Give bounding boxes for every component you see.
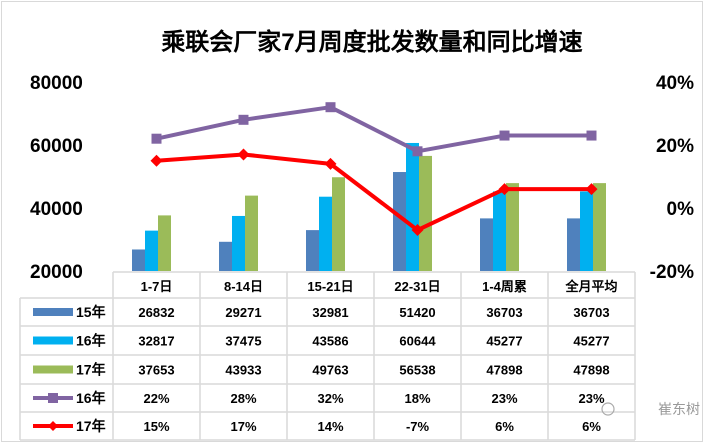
bar-15年-全月平均 — [567, 218, 580, 271]
line-marker-diamond — [237, 148, 250, 161]
table-cell: 22% — [143, 391, 169, 406]
line-marker-square — [499, 130, 510, 141]
table-cell: 37653 — [138, 363, 174, 378]
y-right-tick-label: 20% — [656, 136, 694, 157]
legend-label: 17年 — [76, 418, 106, 434]
legend-key-bar — [33, 365, 73, 374]
table-cell: 47898 — [486, 363, 522, 378]
line-marker-square — [238, 114, 249, 125]
x-category-label: 1-7日 — [141, 279, 173, 294]
x-category-label: 22-31日 — [394, 279, 440, 294]
y-left-tick-label: 60000 — [30, 136, 83, 157]
bar-16年-8-14日 — [232, 215, 245, 271]
table-cell: 36703 — [573, 305, 609, 320]
table-cell: 17% — [230, 419, 256, 434]
x-category-label: 全月平均 — [564, 279, 617, 294]
table-cell: 60644 — [399, 334, 436, 349]
line-marker-square — [151, 133, 162, 144]
table-cell: 49763 — [312, 363, 348, 378]
bar-17年-15-21日 — [332, 177, 345, 271]
bar-17年-1-4周累 — [506, 183, 519, 271]
table-cell: 45277 — [573, 334, 609, 349]
table-cell: 28% — [230, 391, 256, 406]
line-marker-square — [325, 102, 336, 113]
x-category-label: 8-14日 — [224, 279, 263, 294]
table-cell: 6% — [495, 419, 514, 434]
table-cell: 51420 — [399, 305, 435, 320]
bar-15年-1-4周累 — [480, 218, 493, 271]
table-cell: 15% — [143, 419, 169, 434]
bar-17年-22-31日 — [419, 155, 432, 271]
line-marker-square — [412, 146, 423, 157]
data-table — [19, 271, 636, 441]
watermark-text: 崔东树 — [658, 401, 700, 417]
legend-label: 15年 — [76, 304, 106, 320]
table-cell: 23% — [578, 391, 604, 406]
y-left-tick-label: 40000 — [30, 199, 83, 220]
line-marker-diamond — [585, 183, 598, 196]
table-cell: 32981 — [312, 305, 348, 320]
table-cell: 43933 — [225, 363, 261, 378]
legend-marker-diamond — [48, 421, 58, 431]
bar-17年-1-7日 — [158, 215, 171, 271]
line-marker-diamond — [498, 183, 511, 196]
legend-marker-square — [48, 393, 58, 403]
table-cell: 14% — [317, 419, 343, 434]
table-cell: 23% — [491, 391, 517, 406]
bar-15年-15-21日 — [306, 230, 319, 271]
y-left-tick-label: 80000 — [30, 73, 83, 94]
bar-16年-22-31日 — [406, 142, 419, 271]
bar-16年-15-21日 — [319, 196, 332, 271]
legend-label: 16年 — [76, 333, 106, 349]
bar-16年-全月平均 — [580, 191, 593, 271]
bar-16年-1-7日 — [145, 230, 158, 271]
table-cell: 29271 — [225, 305, 261, 320]
line-marker-square — [586, 130, 597, 141]
table-cell: 56538 — [399, 363, 435, 378]
table-cell: 47898 — [573, 363, 609, 378]
table-cell: -7% — [406, 419, 430, 434]
line-marker-diamond — [411, 224, 424, 237]
chart-title: 乘联会厂家7月周度批发数量和同比增速 — [160, 28, 582, 56]
table-cell: 43586 — [312, 334, 348, 349]
line-marker-diamond — [150, 154, 163, 167]
legend-key-bar — [33, 308, 73, 316]
legend-key-bar — [33, 336, 73, 345]
line-16年-square — [156, 105, 592, 154]
bar-17年-8-14日 — [245, 195, 258, 271]
bar-15年-22-31日 — [393, 172, 406, 271]
bar-15年-8-14日 — [219, 241, 232, 271]
table-cell: 37475 — [225, 334, 261, 349]
x-category-label: 15-21日 — [307, 279, 353, 294]
bar-17年-全月平均 — [593, 183, 606, 271]
table-cell: 32817 — [138, 334, 174, 349]
y-right-tick-label: 0% — [667, 199, 695, 220]
y-right-tick-label: 40% — [656, 73, 694, 94]
y-left-tick-label: 20000 — [30, 262, 83, 283]
bar-16年-1-4周累 — [493, 191, 506, 271]
legend-label: 17年 — [76, 362, 106, 378]
watermark-icon — [601, 402, 615, 416]
table-cell: 45277 — [486, 334, 522, 349]
line-marker-diamond — [324, 157, 337, 170]
bar-15年-1-7日 — [132, 249, 145, 271]
line-17年-diamond — [156, 152, 592, 233]
x-category-label: 1-4周累 — [482, 279, 527, 294]
table-cell: 32% — [317, 391, 343, 406]
table-cell: 26832 — [138, 305, 174, 320]
table-cell: 18% — [404, 391, 430, 406]
table-cell: 6% — [582, 419, 601, 434]
table-cell: 36703 — [486, 305, 522, 320]
legend-label: 16年 — [76, 390, 106, 406]
y-right-tick-label: -20% — [650, 262, 694, 283]
